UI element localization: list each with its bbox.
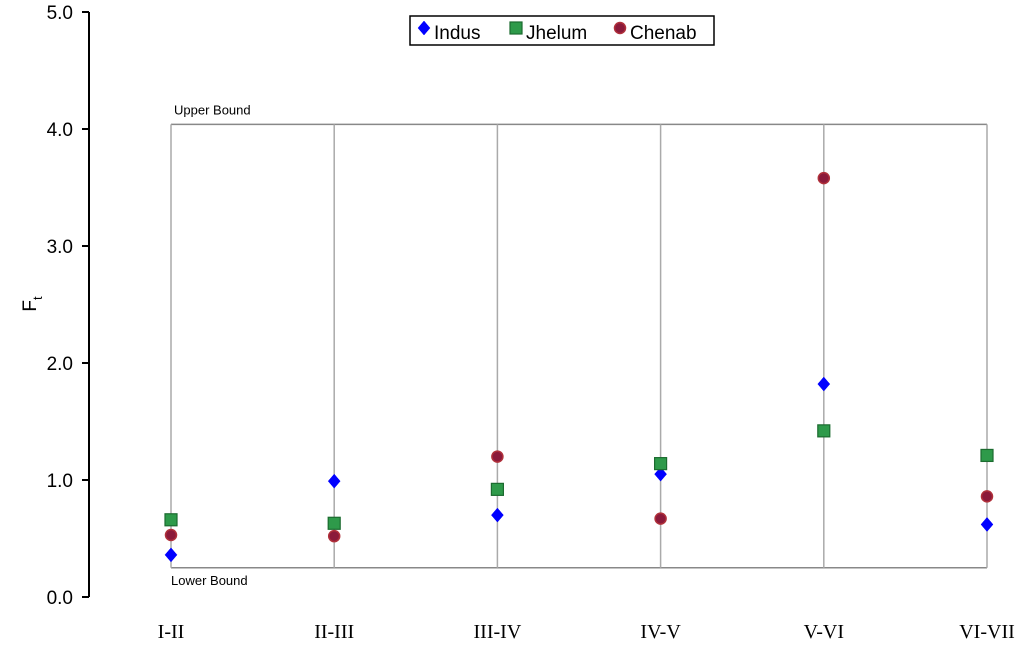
data-point-chenab: [654, 512, 667, 525]
data-point-indus: [980, 517, 994, 532]
lower-bound-label: Lower Bound: [171, 573, 248, 588]
x-category-label: II-III: [314, 621, 354, 643]
upper-bound-label: Upper Bound: [174, 102, 251, 117]
y-tick-label: 4.0: [47, 120, 73, 141]
data-point-indus: [817, 376, 831, 392]
y-axis: 0.0 1.0 2.0 3.0 4.0 5.0: [47, 3, 90, 609]
y-axis-label: Ft: [20, 296, 45, 312]
y-tick-label: 2.0: [47, 354, 73, 375]
legend-marker-indus: [417, 20, 431, 36]
y-axis-label-subscript: t: [30, 296, 45, 300]
legend-marker-chenab: [613, 21, 627, 35]
legend-label-jhelum: Jhelum: [526, 23, 587, 44]
data-point-jhelum: [490, 482, 504, 496]
data-point-jhelum: [817, 424, 831, 438]
axis-labels: Ft I-II II-III III-IV IV-V V-VI VI-VII: [20, 296, 1015, 643]
data-point-chenab: [980, 490, 994, 503]
data-point-indus: [164, 547, 178, 563]
data-point-indus: [491, 507, 504, 523]
y-tick-label: 0.0: [47, 588, 73, 609]
x-category-label: VI-VII: [959, 621, 1015, 643]
data-point-jhelum: [164, 513, 178, 527]
data-point-chenab: [817, 171, 831, 185]
data-point-indus: [654, 466, 667, 482]
legend-label-indus: Indus: [434, 23, 480, 44]
data-point-chenab: [491, 450, 504, 463]
y-tick-label: 3.0: [47, 237, 73, 258]
data-point-jhelum: [653, 457, 668, 471]
x-category-label: III-IV: [474, 621, 522, 643]
bound-grid: Upper Bound Lower Bound: [170, 102, 988, 588]
y-tick-label: 1.0: [47, 471, 73, 492]
legend-marker-jhelum: [509, 21, 523, 35]
legend-box: [409, 15, 715, 46]
data-point-jhelum: [327, 516, 341, 530]
data-point-chenab: [327, 529, 341, 543]
data-point-jhelum: [980, 448, 994, 463]
data-point-chenab: [164, 528, 178, 542]
data-point-indus: [327, 473, 341, 489]
x-category-label: I-II: [158, 621, 185, 643]
legend: Indus Jhelum Chenab: [409, 15, 715, 46]
y-tick-label: 5.0: [47, 3, 73, 24]
data-marks: [164, 171, 994, 563]
x-category-label: V-VI: [804, 621, 844, 643]
x-category-label: IV-V: [640, 621, 681, 643]
legend-label-chenab: Chenab: [630, 23, 697, 44]
